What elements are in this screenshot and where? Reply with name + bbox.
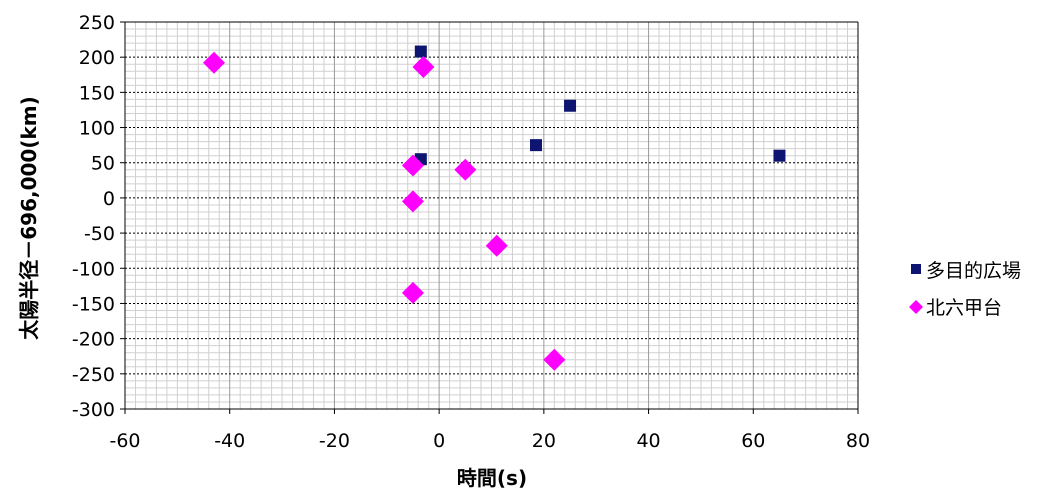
x-tick-label: -20 [319, 430, 350, 452]
gridlines [124, 21, 859, 410]
data-point-diamond [401, 281, 424, 304]
data-point-diamond [412, 56, 435, 79]
legend: 多目的広場 北六甲台 [909, 260, 1021, 319]
legend-marker-square [911, 264, 921, 274]
y-tick-label: -300 [72, 399, 115, 421]
y-tick-label: -250 [72, 364, 115, 386]
x-tick-label: -40 [214, 430, 245, 452]
data-point-square [530, 139, 543, 152]
x-tick-label: 80 [846, 430, 870, 452]
y-tick-label: -100 [72, 258, 115, 280]
legend-label-series-1: 多目的広場 [926, 260, 1021, 282]
data-points [203, 45, 786, 371]
y-tick-label: -200 [72, 329, 115, 351]
y-tick-label: -50 [84, 223, 115, 245]
data-point-square [414, 45, 427, 58]
y-tick-label: 250 [79, 12, 115, 34]
y-tick-label: 200 [79, 47, 115, 69]
data-point-diamond [203, 51, 226, 74]
x-tick-label: 60 [741, 430, 765, 452]
y-tick-label: 50 [91, 153, 115, 175]
axes [120, 21, 859, 414]
tick-labels: -60 -40 -20 0 20 40 60 80-300-250-200-150-100-5… [72, 12, 870, 452]
data-point-diamond [401, 154, 424, 177]
y-axis-title: 太陽半径－696,000(km) [17, 96, 41, 340]
data-point-diamond [485, 234, 508, 257]
data-point-square [564, 99, 577, 112]
data-point-square [773, 149, 786, 162]
x-tick-label: 20 [532, 430, 556, 452]
y-tick-label: 100 [79, 118, 115, 140]
y-tick-label: 150 [79, 82, 115, 104]
legend-label-series-2: 北六甲台 [926, 297, 1002, 319]
data-point-diamond [543, 348, 566, 371]
y-tick-label: 0 [103, 188, 115, 210]
x-axis-title: 時間(s) [457, 466, 527, 490]
legend-marker-diamond [909, 300, 923, 314]
x-tick-label: 40 [636, 430, 660, 452]
data-point-diamond [454, 158, 477, 181]
x-tick-label: -60 [109, 430, 140, 452]
x-tick-label: 0 [433, 430, 445, 452]
y-tick-label: -150 [72, 293, 115, 315]
data-point-diamond [401, 190, 424, 213]
